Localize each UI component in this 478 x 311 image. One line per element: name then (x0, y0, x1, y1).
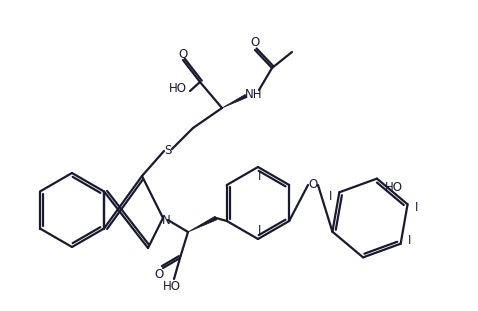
Text: O: O (308, 179, 317, 192)
Text: HO: HO (169, 81, 187, 95)
Text: I: I (329, 190, 332, 203)
Text: I: I (258, 224, 261, 236)
Text: O: O (250, 36, 260, 49)
Text: I: I (258, 169, 261, 183)
Text: HO: HO (163, 280, 181, 293)
Text: N: N (162, 213, 170, 226)
Polygon shape (222, 95, 247, 108)
Text: HO: HO (385, 181, 403, 194)
Text: NH: NH (245, 87, 263, 100)
Polygon shape (188, 216, 217, 232)
Text: I: I (408, 234, 412, 247)
Text: O: O (154, 267, 163, 281)
Text: O: O (178, 48, 188, 61)
Text: I: I (415, 201, 418, 214)
Text: S: S (164, 143, 172, 156)
